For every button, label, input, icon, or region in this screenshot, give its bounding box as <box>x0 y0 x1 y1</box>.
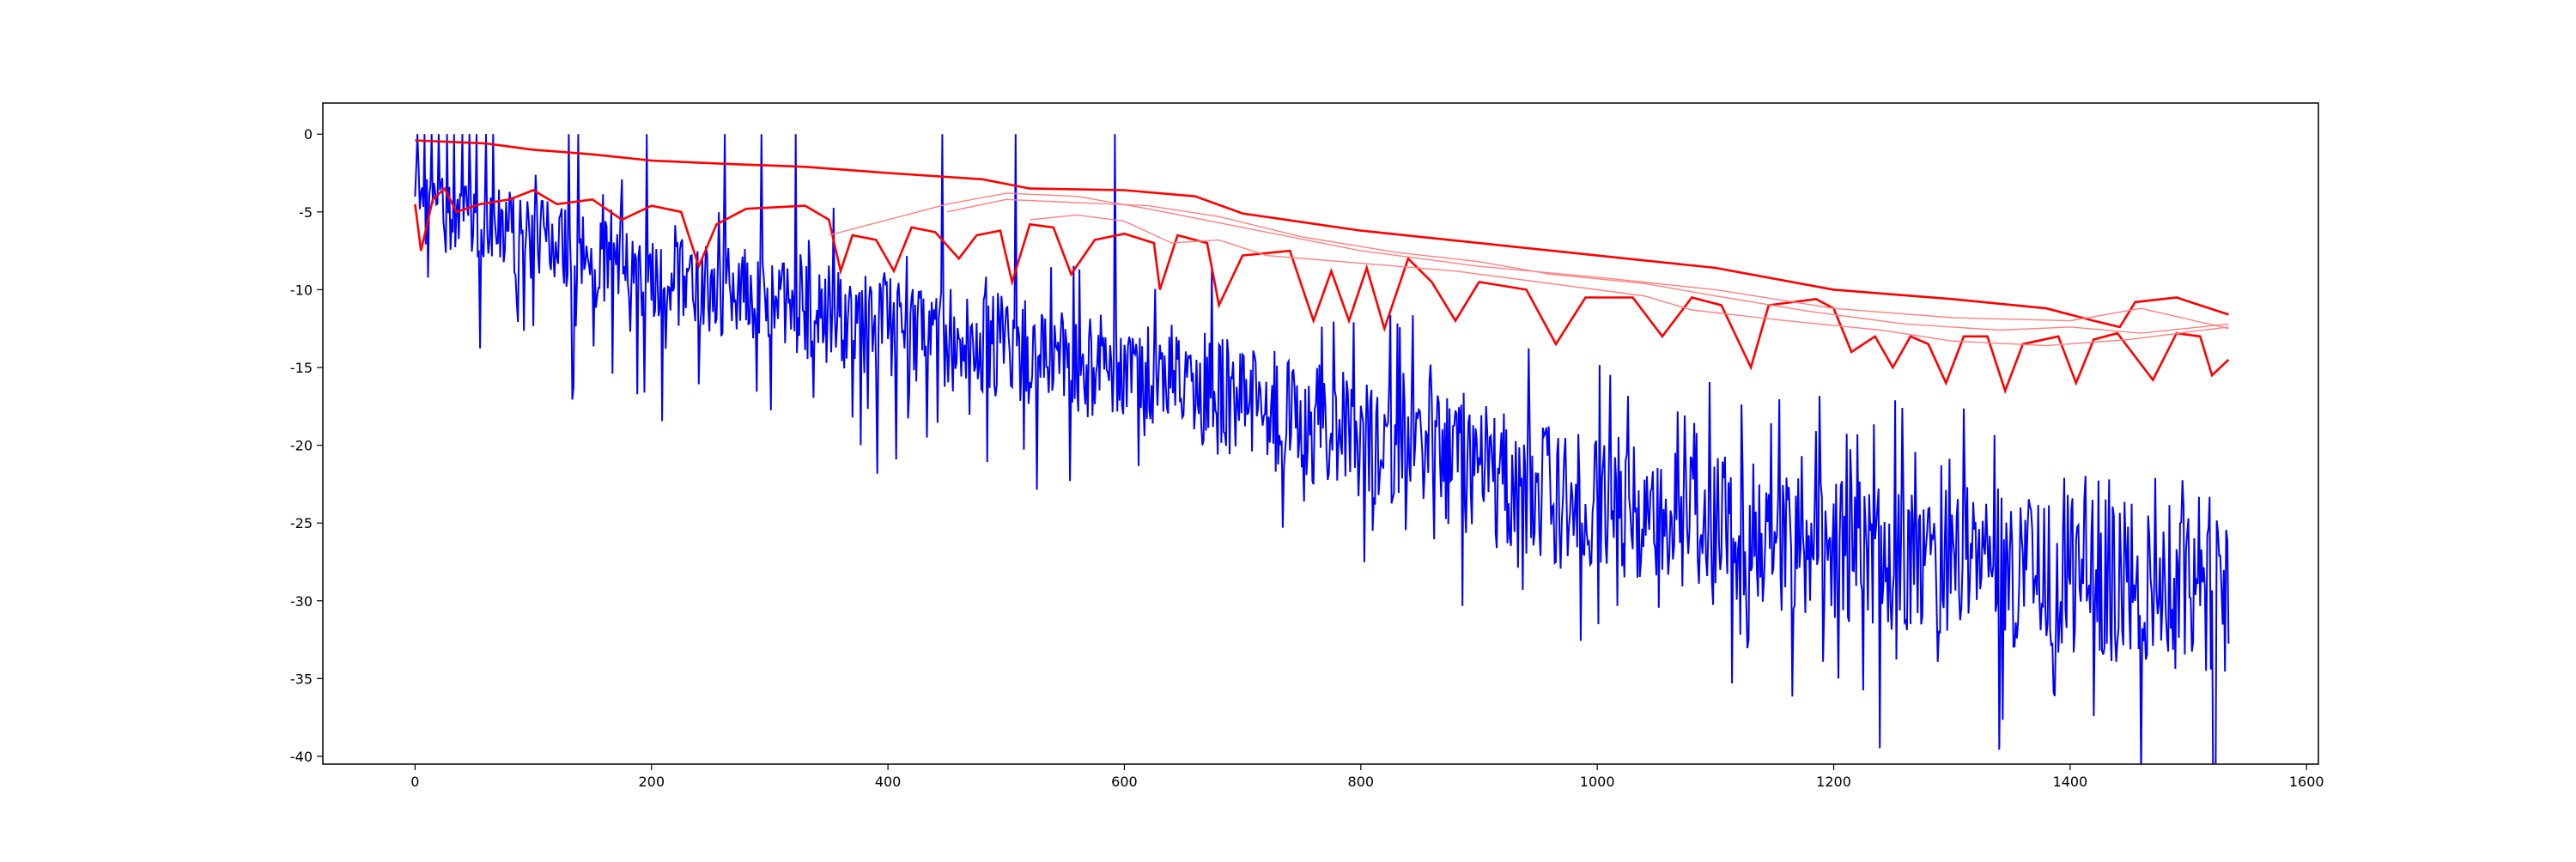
x-tick-label: 1200 <box>1816 774 1851 790</box>
x-tick-label: 0 <box>410 774 419 790</box>
series-red-envelope-line <box>415 139 2229 329</box>
x-tick-label: 1400 <box>2053 774 2088 790</box>
y-tick-label: -5 <box>299 204 313 221</box>
y-axis: 0 -5 -10 -15 -20 -25 -30 -35 -40 <box>290 126 323 765</box>
y-tick-label: -30 <box>290 593 313 610</box>
series-blue-line <box>414 134 2230 764</box>
series-light-red-line <box>946 198 2229 334</box>
y-tick-label: 0 <box>304 126 313 143</box>
y-tick-label: -40 <box>290 749 313 765</box>
x-tick-label: 600 <box>1111 774 1138 790</box>
y-tick-label: -15 <box>290 360 313 376</box>
y-tick-label: -20 <box>290 438 313 454</box>
x-axis: 0 200 400 600 800 1000 1200 1400 1600 <box>410 764 2324 790</box>
x-tick-label: 200 <box>638 774 665 790</box>
y-tick-label: -25 <box>290 515 313 531</box>
series-red-lobes-line <box>414 186 2230 395</box>
series-light-red-line <box>1030 214 2229 347</box>
plot-area <box>414 134 2230 764</box>
x-tick-label: 1600 <box>2289 774 2324 790</box>
y-tick-label: -10 <box>290 282 313 298</box>
x-tick-label: 400 <box>875 774 902 790</box>
x-tick-label: 1000 <box>1580 774 1615 790</box>
y-tick-label: -35 <box>290 671 313 687</box>
x-tick-label: 800 <box>1348 774 1375 790</box>
series-group <box>414 134 2230 764</box>
axes-frame <box>322 102 2319 765</box>
series-light-red-line <box>829 192 2229 330</box>
